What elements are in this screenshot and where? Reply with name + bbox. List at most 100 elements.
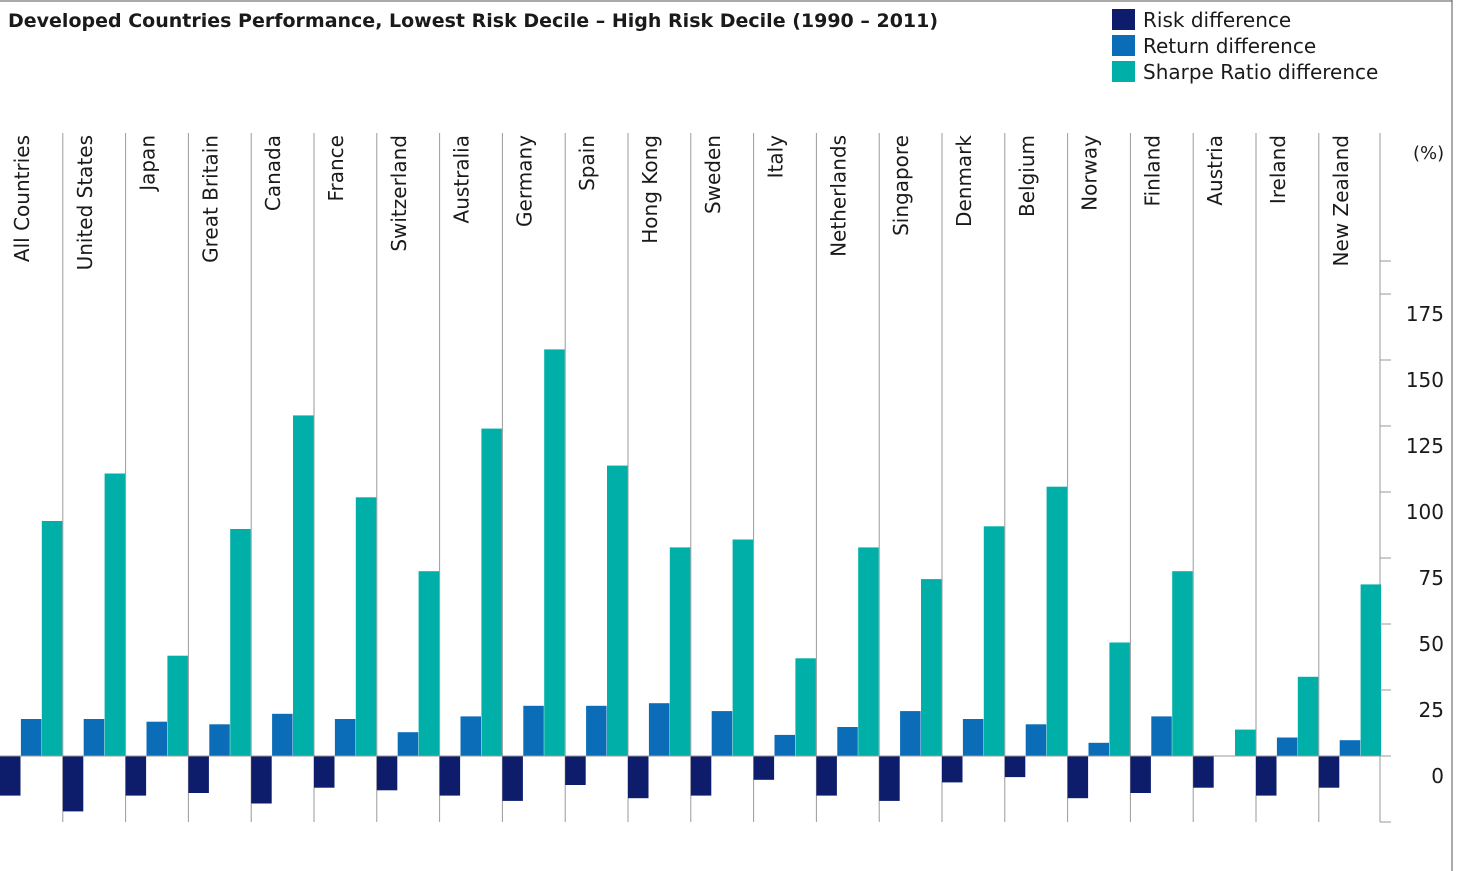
legend-swatch-sharpe-ratio-difference bbox=[1112, 61, 1135, 82]
category-label-sweden: Sweden bbox=[701, 135, 725, 214]
bar-risk-difference-sweden bbox=[690, 756, 712, 796]
bar-risk-difference-ireland bbox=[1256, 756, 1277, 796]
category-label-ireland: Ireland bbox=[1266, 135, 1290, 204]
bar-risk-difference-canada bbox=[251, 756, 272, 804]
bar-return-difference-norway bbox=[1088, 742, 1109, 756]
category-label-germany: Germany bbox=[512, 135, 536, 227]
bar-risk-difference-austria bbox=[1193, 756, 1214, 788]
bar-return-difference-great-britain bbox=[209, 724, 230, 756]
bar-return-difference-hong-kong bbox=[648, 703, 670, 756]
bar-risk-difference-singapore bbox=[879, 756, 900, 801]
bar-risk-difference-united-states bbox=[62, 756, 84, 812]
category-label-france: France bbox=[324, 135, 348, 202]
category-label-singapore: Singapore bbox=[889, 135, 913, 236]
bar-return-difference-all-countries bbox=[20, 719, 42, 756]
y-tick-label: 25 bbox=[1419, 698, 1444, 722]
bar-return-difference-germany bbox=[523, 705, 544, 756]
bar-return-difference-singapore bbox=[900, 711, 921, 756]
bar-risk-difference-denmark bbox=[942, 756, 963, 783]
y-tick-label: 100 bbox=[1406, 500, 1444, 524]
legend-swatch-return-difference bbox=[1112, 35, 1135, 56]
bar-risk-difference-hong-kong bbox=[628, 756, 649, 799]
bar-sharpe-ratio-difference-denmark bbox=[983, 526, 1005, 756]
bar-risk-difference-switzerland bbox=[376, 756, 398, 791]
y-tick-label: 125 bbox=[1406, 434, 1444, 458]
bar-return-difference-ireland bbox=[1276, 737, 1298, 756]
bar-risk-difference-germany bbox=[502, 756, 523, 801]
bar-return-difference-switzerland bbox=[397, 732, 419, 756]
category-label-denmark: Denmark bbox=[952, 135, 976, 227]
category-label-spain: Spain bbox=[575, 135, 599, 191]
bar-sharpe-ratio-difference-switzerland bbox=[418, 571, 440, 756]
bar-sharpe-ratio-difference-australia bbox=[481, 428, 502, 756]
bar-return-difference-japan bbox=[146, 721, 167, 756]
bar-return-difference-sweden bbox=[711, 711, 733, 756]
category-label-new-zealand: New Zealand bbox=[1329, 135, 1353, 266]
bar-sharpe-ratio-difference-canada bbox=[293, 415, 314, 756]
bar-risk-difference-great-britain bbox=[188, 756, 209, 793]
bar-sharpe-ratio-difference-belgium bbox=[1046, 486, 1068, 756]
bar-return-difference-finland bbox=[1151, 716, 1172, 756]
bar-sharpe-ratio-difference-hong-kong bbox=[669, 547, 691, 756]
bar-risk-difference-netherlands bbox=[816, 756, 837, 796]
bar-risk-difference-italy bbox=[753, 756, 775, 780]
legend-swatch-risk-difference bbox=[1112, 9, 1135, 30]
bar-return-difference-new-zealand bbox=[1339, 740, 1361, 756]
category-label-all-countries: All Countries bbox=[10, 135, 34, 262]
chart-title: Developed Countries Performance, Lowest … bbox=[8, 10, 938, 32]
bar-sharpe-ratio-difference-germany bbox=[544, 349, 565, 756]
bar-sharpe-ratio-difference-ireland bbox=[1297, 676, 1319, 756]
bar-risk-difference-australia bbox=[439, 756, 461, 796]
category-label-italy: Italy bbox=[764, 135, 788, 179]
bar-sharpe-ratio-difference-great-britain bbox=[230, 529, 251, 756]
bar-risk-difference-finland bbox=[1130, 756, 1151, 793]
bar-risk-difference-japan bbox=[125, 756, 147, 796]
bar-sharpe-ratio-difference-netherlands bbox=[858, 547, 879, 756]
bar-return-difference-italy bbox=[774, 734, 795, 756]
bar-return-difference-canada bbox=[272, 713, 293, 756]
category-label-great-britain: Great Britain bbox=[198, 135, 222, 263]
bar-risk-difference-new-zealand bbox=[1318, 756, 1340, 788]
y-axis-unit: (%) bbox=[1413, 143, 1444, 164]
category-label-belgium: Belgium bbox=[1015, 135, 1039, 217]
bar-return-difference-united-states bbox=[83, 719, 105, 756]
bar-sharpe-ratio-difference-austria bbox=[1235, 729, 1256, 756]
bar-risk-difference-all-countries bbox=[0, 756, 21, 796]
bar-risk-difference-france bbox=[314, 756, 335, 788]
bar-sharpe-ratio-difference-all-countries bbox=[41, 521, 63, 756]
bar-sharpe-ratio-difference-japan bbox=[167, 655, 188, 756]
category-label-switzerland: Switzerland bbox=[387, 135, 411, 252]
y-axis: 0 25 50 75 100 125 150 175 bbox=[1380, 260, 1444, 823]
bar-return-difference-belgium bbox=[1025, 724, 1047, 756]
bar-sharpe-ratio-difference-sweden bbox=[732, 539, 754, 756]
bars bbox=[0, 349, 1382, 812]
bar-return-difference-france bbox=[334, 719, 356, 756]
legend-label-return-difference: Return difference bbox=[1143, 34, 1316, 58]
bar-sharpe-ratio-difference-united-states bbox=[104, 473, 126, 756]
legend-label-risk-difference: Risk difference bbox=[1143, 8, 1291, 32]
bar-return-difference-netherlands bbox=[837, 727, 858, 756]
bar-return-difference-spain bbox=[586, 705, 607, 756]
category-label-canada: Canada bbox=[261, 135, 285, 211]
category-label-finland: Finland bbox=[1140, 135, 1164, 206]
bar-sharpe-ratio-difference-singapore bbox=[921, 579, 942, 756]
category-label-austria: Austria bbox=[1203, 135, 1227, 206]
category-label-united-states: United States bbox=[73, 135, 97, 270]
bar-risk-difference-belgium bbox=[1004, 756, 1026, 778]
y-tick-label: 175 bbox=[1406, 302, 1444, 326]
category-label-netherlands: Netherlands bbox=[826, 135, 850, 257]
legend-label-sharpe-ratio-difference: Sharpe Ratio difference bbox=[1143, 60, 1378, 84]
category-label-australia: Australia bbox=[450, 135, 474, 223]
y-tick-label: 150 bbox=[1406, 368, 1444, 392]
bar-sharpe-ratio-difference-finland bbox=[1172, 571, 1193, 756]
y-tick-label: 75 bbox=[1419, 566, 1444, 590]
category-label-hong-kong: Hong Kong bbox=[638, 135, 662, 244]
category-labels: All Countries United States Japan Great Bri… bbox=[10, 135, 1353, 271]
bar-risk-difference-norway bbox=[1067, 756, 1089, 799]
bar-sharpe-ratio-difference-norway bbox=[1109, 642, 1130, 756]
category-label-japan: Japan bbox=[136, 135, 160, 193]
y-tick-label: 0 bbox=[1431, 764, 1444, 788]
